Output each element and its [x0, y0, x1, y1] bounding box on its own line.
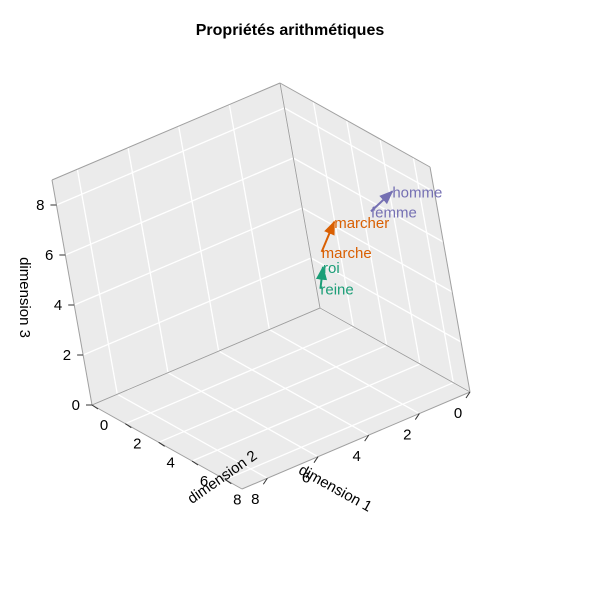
x-tick-label: 4: [352, 448, 360, 465]
x-tick: [414, 413, 420, 420]
left-wall-panel: [52, 83, 320, 405]
grid-line-wall-z-left: [56, 107, 285, 206]
back-edge-vertical: [279, 82, 321, 309]
x-tick-label: 6: [302, 470, 310, 487]
top-edge-right: [279, 82, 431, 168]
point-label-marche: marche: [322, 245, 372, 262]
y-tick-label: 0: [100, 417, 108, 434]
arrow-marche-marcher: [320, 220, 336, 253]
y-tick: [225, 479, 232, 485]
grid-line-wall-y: [312, 101, 354, 327]
grid-line-wall-y: [379, 138, 421, 365]
x-tick-label: 8: [251, 491, 259, 508]
grid-line-wall-y: [346, 120, 388, 346]
right-edge-vertical: [429, 166, 471, 393]
grid-line-wall-y: [412, 157, 454, 383]
x-axis-label: dimension 1: [296, 462, 375, 516]
x-tick: [262, 477, 268, 485]
right-wall-panel: [280, 83, 470, 392]
arrow-reine-roi: [315, 265, 328, 289]
back-edge-x: [91, 307, 321, 406]
y-tick: [158, 441, 165, 447]
grid-line-wall-x: [127, 147, 169, 373]
point-label-homme: homme: [392, 184, 442, 201]
grid-line-floor-y: [125, 326, 354, 425]
grid-line-wall-x: [76, 169, 118, 395]
y-tick-label: 4: [166, 454, 174, 471]
grid-line-wall-z-left: [65, 157, 294, 256]
x-tick-label: 0: [454, 405, 462, 422]
x-tick: [465, 391, 471, 399]
floor-panel: [92, 308, 470, 489]
y-tick-label: 6: [200, 473, 208, 490]
grid-line-wall-z-left: [73, 207, 303, 306]
x-tick: [364, 434, 370, 442]
point-label-roi: roi: [323, 260, 340, 277]
z-axis-line: [51, 179, 93, 406]
y-tick: [91, 404, 99, 410]
y-tick: [125, 423, 132, 429]
grid-line-wall-z-left: [82, 257, 312, 356]
y-tick: [191, 460, 199, 466]
front-floor-edge-y: [91, 404, 243, 490]
grid-line-wall-z-right: [284, 107, 435, 193]
z-tick-label: 2: [63, 347, 71, 364]
grid-line-wall-z-right: [293, 157, 444, 243]
z-tick-label: 4: [54, 297, 62, 314]
back-panels: [52, 83, 470, 489]
grid-line-wall-x: [178, 125, 220, 352]
grid-line-wall-x: [228, 104, 270, 330]
x-tick: [313, 456, 319, 463]
grid-line-floor-x: [117, 393, 268, 479]
z-tick-label: 8: [36, 197, 44, 214]
z-axis-label: dimension 3: [16, 257, 33, 338]
top-edge-left: [51, 82, 281, 181]
z-tick-label: 6: [45, 247, 53, 264]
grid-line-floor-y: [225, 382, 454, 481]
grid-line-floor-x: [269, 328, 420, 415]
point-label-femme: femme: [371, 204, 417, 221]
grid-line-floor-x: [218, 350, 369, 436]
front-floor-edge-x: [241, 391, 471, 490]
z-tick-label: 0: [72, 397, 80, 414]
arrow-femme-homme: [370, 190, 394, 213]
grid-line-floor-y: [158, 344, 387, 443]
data-arrows: [315, 190, 394, 289]
y-tick-label: 2: [133, 436, 141, 453]
y-tick-label: 8: [233, 492, 241, 509]
point-label-marcher: marcher: [334, 215, 389, 232]
grid-line-floor-y: [191, 363, 421, 462]
grid-line-floor-x: [167, 372, 319, 458]
x-tick-label: 2: [403, 427, 411, 444]
point-label-reine: reine: [320, 282, 353, 299]
chart-title: Propriétés arithmétiques: [196, 22, 385, 39]
grid-line-wall-z-right: [310, 257, 462, 343]
back-edge-y: [319, 307, 471, 393]
